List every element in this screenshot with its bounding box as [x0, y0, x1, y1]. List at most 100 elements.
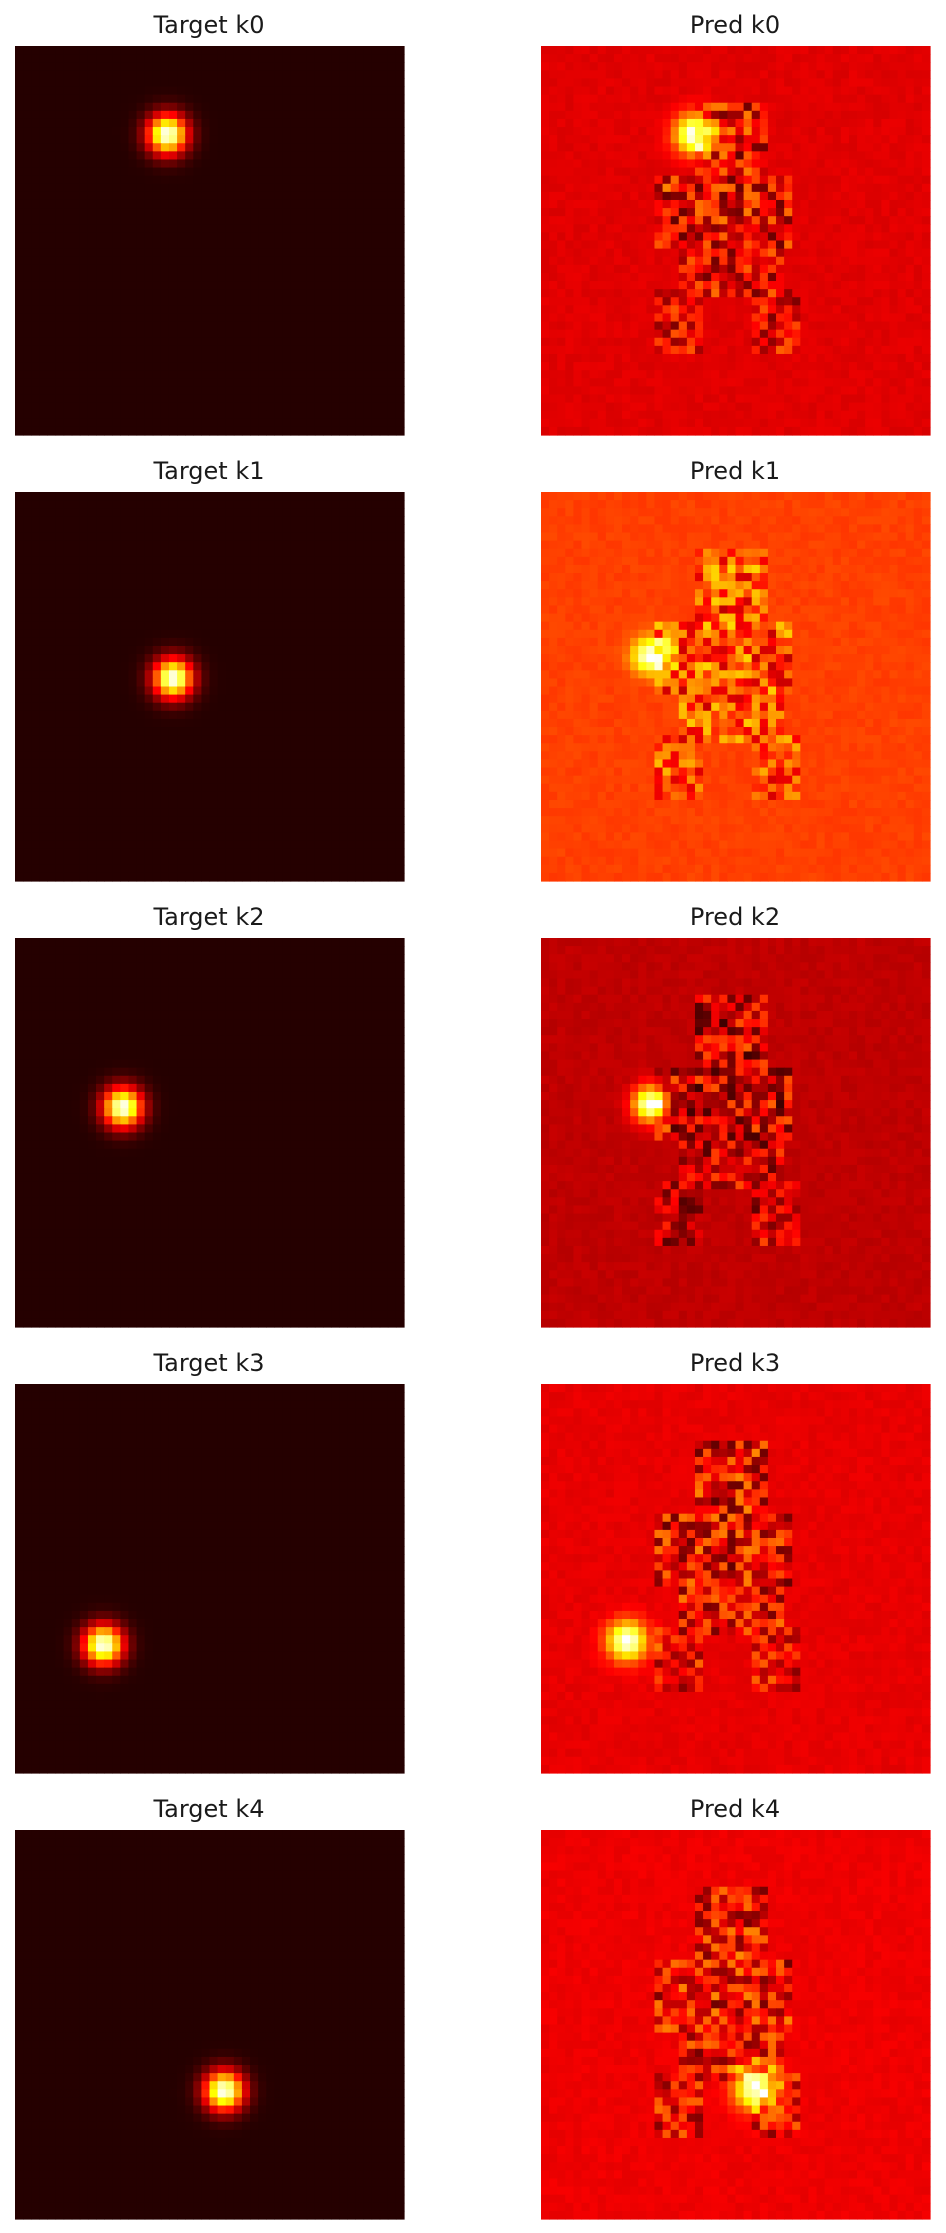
heatmap-cell [670, 353, 680, 363]
heatmap-cell [55, 394, 65, 404]
heatmap-cell [694, 143, 704, 152]
heatmap-cell [39, 492, 49, 501]
heatmap-cell [824, 345, 834, 355]
heatmap-cell [751, 159, 761, 169]
heatmap-cell [743, 102, 753, 112]
heatmap-cell [339, 548, 348, 558]
heatmap-cell [290, 524, 300, 534]
heatmap-cell [306, 159, 316, 169]
heatmap-cell [55, 62, 65, 71]
heatmap-cell [201, 548, 211, 558]
heatmap-cell [719, 127, 728, 136]
heatmap-cell [848, 151, 858, 161]
heatmap-cell [322, 402, 332, 412]
heatmap-cell [47, 183, 57, 193]
heatmap-cell [225, 224, 235, 233]
heatmap-cell [136, 127, 146, 136]
heatmap-cell [913, 216, 923, 225]
heatmap-cell [87, 370, 97, 379]
heatmap-cell [865, 353, 874, 363]
heatmap-cell [897, 353, 907, 363]
heatmap-cell [290, 297, 300, 306]
heatmap-cell [258, 135, 267, 144]
heatmap-cell [47, 248, 57, 258]
heatmap-cell [371, 272, 381, 282]
heatmap-cell [371, 143, 381, 152]
panel-title-target-k0: Target k0 [152, 11, 264, 39]
heatmap-cell [581, 426, 591, 436]
heatmap-cell [905, 110, 915, 120]
heatmap-cell [776, 46, 785, 55]
heatmap-cell [306, 297, 316, 306]
heatmap-cell [905, 232, 915, 242]
heatmap-cell [889, 297, 899, 306]
heatmap-cell [144, 281, 154, 290]
heatmap-cell [613, 216, 623, 225]
heatmap-cell [250, 394, 259, 404]
heatmap-cell [79, 264, 89, 274]
heatmap-cell [201, 159, 211, 169]
heatmap-cell [784, 305, 793, 315]
heatmap-cell [776, 135, 785, 144]
heatmap-cell [646, 394, 656, 404]
heatmap-cell [792, 86, 801, 96]
heatmap-cell [597, 272, 607, 282]
heatmap-cell [87, 500, 97, 509]
heatmap-cell [39, 378, 49, 387]
heatmap-cell [865, 329, 874, 339]
heatmap-cell [565, 46, 575, 55]
heatmap-cell [565, 159, 575, 169]
heatmap-cell [711, 337, 720, 347]
heatmap-cell [654, 394, 664, 404]
heatmap-cell [848, 264, 858, 274]
heatmap-cell [63, 70, 73, 80]
heatmap-cell [905, 281, 915, 290]
heatmap-cell [339, 86, 348, 96]
heatmap-cell [15, 62, 24, 71]
heatmap-cell [646, 313, 656, 323]
heatmap-cell [784, 127, 793, 136]
heatmap-cell [31, 548, 40, 558]
heatmap-cell [573, 127, 583, 136]
heatmap-cell [225, 386, 235, 396]
heatmap-cell [759, 232, 769, 242]
heatmap-cell [776, 216, 785, 225]
heatmap-cell [751, 143, 761, 152]
heatmap-cell [670, 426, 680, 436]
heatmap-cell [759, 208, 769, 217]
heatmap-cell [177, 272, 186, 282]
heatmap-cell [824, 127, 834, 136]
heatmap-cell [703, 272, 712, 282]
heatmap-cell [282, 272, 292, 282]
heatmap-cell [832, 143, 842, 152]
heatmap-cell [605, 208, 615, 217]
heatmap-cell [703, 264, 712, 274]
heatmap-cell [816, 118, 826, 128]
heatmap-cell [549, 127, 558, 136]
heatmap-cell [743, 305, 753, 315]
heatmap-cell [597, 362, 607, 371]
heatmap-cell [322, 426, 332, 436]
heatmap-cell [355, 143, 365, 152]
heatmap-cell [128, 232, 138, 242]
heatmap-cell [128, 492, 138, 501]
heatmap-cell [120, 183, 130, 193]
heatmap-cell [541, 183, 550, 193]
heatmap-cell [581, 78, 591, 88]
heatmap-cell [873, 248, 882, 258]
heatmap-cell [112, 191, 121, 201]
heatmap-cell [597, 46, 607, 55]
heatmap-cell [824, 54, 834, 63]
heatmap-cell [15, 118, 24, 128]
heatmap-cell [177, 516, 186, 526]
heatmap-cell [112, 345, 121, 355]
heatmap-cell [87, 540, 97, 550]
heatmap-cell [573, 402, 583, 412]
heatmap-cell [921, 345, 931, 355]
heatmap-cell [727, 402, 737, 412]
heatmap-cell [541, 199, 550, 209]
heatmap-cell [39, 199, 49, 209]
heatmap-cell [857, 378, 866, 387]
heatmap-cell [613, 329, 623, 339]
heatmap-cell [751, 362, 761, 371]
